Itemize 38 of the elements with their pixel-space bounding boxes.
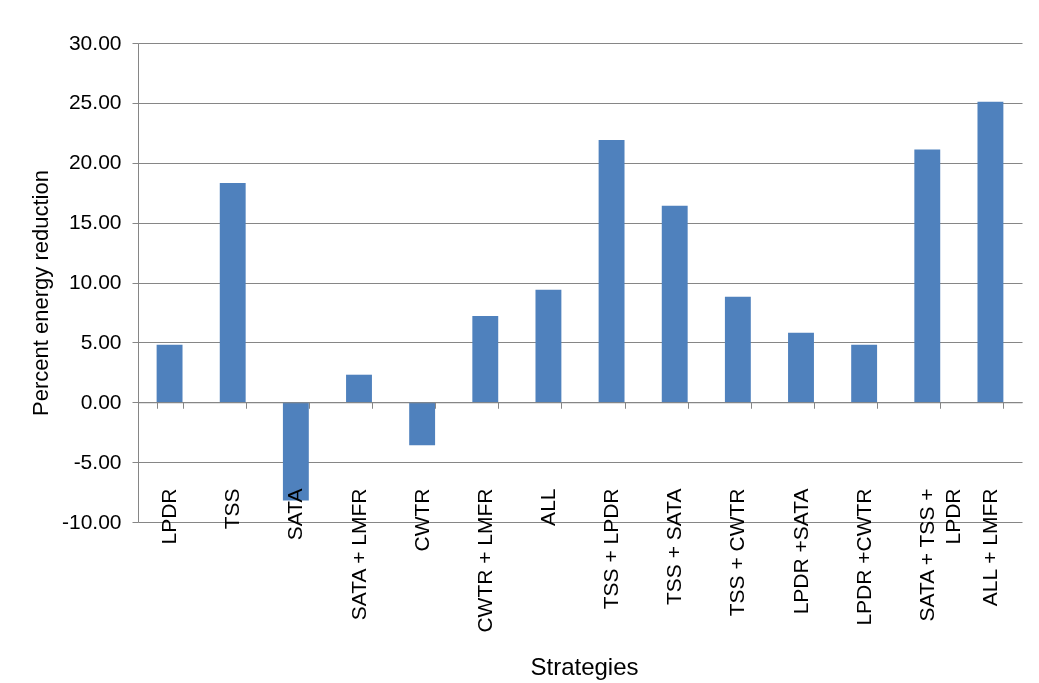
x-tick-label: LPDR +SATA [788, 488, 812, 615]
y-tick-label: -5.00 [73, 449, 122, 473]
bar [598, 140, 625, 403]
bar [661, 205, 688, 403]
bar [409, 402, 436, 446]
y-axis-title: Percent energy reduction [27, 170, 53, 416]
bar [472, 316, 499, 403]
x-tick-label: TSS + CWTR [725, 488, 749, 617]
x-tick-label: TSS [220, 488, 244, 530]
bar [977, 101, 1004, 403]
y-tick-label: 5.00 [80, 329, 122, 353]
y-tick-label: 20.00 [68, 150, 122, 174]
y-tick-label: -10.00 [61, 509, 122, 533]
x-tick-label: SATA [283, 488, 307, 541]
bar [535, 289, 562, 403]
x-tick-label: TSS + SATA [662, 488, 686, 606]
y-tick-label: 25.00 [68, 90, 122, 114]
y-tick-label: 15.00 [68, 210, 122, 234]
y-tick-label: 30.00 [68, 30, 122, 54]
x-tick-label: ALL + LMFR [977, 488, 1001, 607]
bar [724, 296, 751, 403]
y-tick-label: 10.00 [68, 270, 122, 293]
x-tick-label: CWTR [409, 488, 433, 552]
bar [156, 344, 183, 403]
bar [914, 149, 941, 403]
bar [346, 374, 372, 403]
x-tick-label: SATA + TSS + LPDR [914, 488, 964, 622]
x-tick-label: CWTR + LMFR [472, 488, 496, 633]
y-tick-label: 0.00 [80, 389, 122, 413]
x-axis-title: Strategies [530, 652, 639, 680]
bar [788, 332, 814, 403]
x-tick-label: LPDR +CWTR [851, 488, 875, 626]
x-tick-label: TSS + LPDR [599, 488, 623, 610]
x-tick-label: SATA + LMFR [346, 488, 370, 621]
x-tick-label: LPDR [157, 488, 181, 545]
x-tick-label: ALL [535, 488, 559, 526]
bar [219, 183, 246, 403]
bar [851, 344, 878, 403]
